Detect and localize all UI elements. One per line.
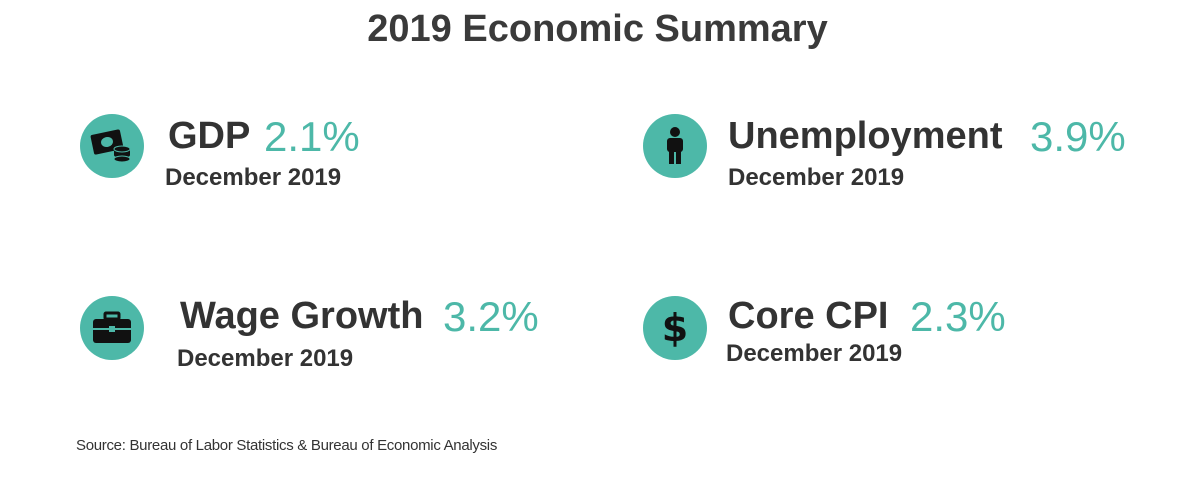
page-title: 2019 Economic Summary — [367, 8, 828, 50]
metric-date: December 2019 — [177, 345, 354, 372]
svg-text:$: $ — [662, 307, 688, 349]
metric-value: 2.1% — [264, 113, 360, 160]
metric-name: GDP — [168, 115, 251, 157]
metric-value: 2.3% — [910, 293, 1006, 340]
money-icon — [80, 114, 144, 178]
metric-name: Core CPI — [728, 295, 889, 337]
dollar-icon: $ — [643, 296, 707, 360]
metric-value: 3.2% — [443, 293, 539, 340]
metric-date: December 2019 — [726, 340, 903, 367]
briefcase-icon — [80, 296, 144, 360]
metric-name: Wage Growth — [180, 295, 424, 337]
metric-date: December 2019 — [165, 164, 342, 191]
metric-date: December 2019 — [728, 164, 905, 191]
source-note: Source: Bureau of Labor Statistics & Bur… — [76, 437, 498, 454]
person-icon — [643, 114, 707, 178]
metric-name: Unemployment — [728, 115, 1003, 157]
metric-value: 3.9% — [1030, 113, 1126, 160]
